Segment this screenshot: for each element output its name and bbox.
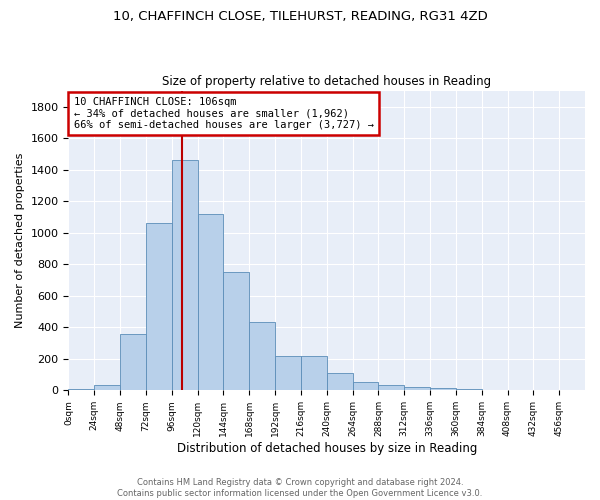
Text: 10, CHAFFINCH CLOSE, TILEHURST, READING, RG31 4ZD: 10, CHAFFINCH CLOSE, TILEHURST, READING,… [113,10,487,23]
Text: 10 CHAFFINCH CLOSE: 106sqm
← 34% of detached houses are smaller (1,962)
66% of s: 10 CHAFFINCH CLOSE: 106sqm ← 34% of deta… [74,97,374,130]
X-axis label: Distribution of detached houses by size in Reading: Distribution of detached houses by size … [176,442,477,455]
Title: Size of property relative to detached houses in Reading: Size of property relative to detached ho… [162,76,491,88]
Bar [301,356,327,390]
Bar [172,160,197,390]
Text: Contains HM Land Registry data © Crown copyright and database right 2024.
Contai: Contains HM Land Registry data © Crown c… [118,478,482,498]
Bar [353,382,379,390]
Bar [94,385,120,390]
Bar [146,224,172,390]
Bar [456,389,482,390]
Bar [275,356,301,390]
Bar [430,388,456,390]
Bar [197,214,223,390]
Bar [120,334,146,390]
Bar [379,385,404,390]
Bar [404,387,430,390]
Bar [327,373,353,390]
Y-axis label: Number of detached properties: Number of detached properties [15,153,25,328]
Bar [249,322,275,390]
Bar [68,389,94,390]
Bar [223,272,249,390]
